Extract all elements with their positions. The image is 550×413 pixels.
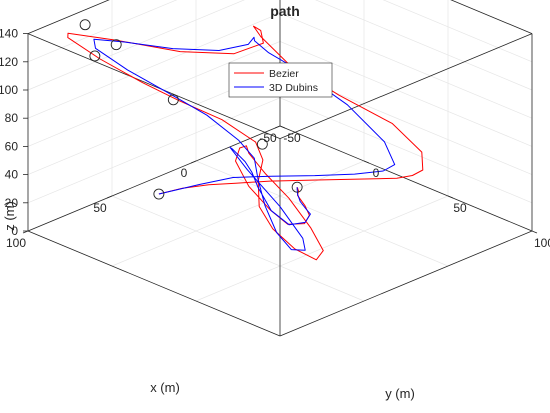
axis-box-edge: [27, 0, 110, 34]
axes-layer: [27, 0, 533, 337]
legend: Bezier 3D Dubins: [228, 62, 333, 98]
waypoint-marker: [167, 94, 179, 106]
series-layer: [67, 25, 424, 261]
waypoint-layer: [79, 19, 303, 200]
grid-line-wall-z: [279, 41, 533, 147]
series-line-3d-dubins: [93, 36, 396, 251]
grid-line-wall-z: [315, 0, 533, 91]
legend-box: [228, 62, 333, 98]
y-tick-label: 100: [534, 236, 550, 250]
grid-line-floor-x: [195, 160, 449, 267]
waypoint-marker: [79, 19, 91, 31]
waypoint-marker: [89, 50, 101, 62]
grid-line-wall-z: [279, 97, 533, 204]
x-tick-mark: [274, 125, 281, 129]
axis-box-edge: [279, 125, 533, 232]
chart-title: path: [270, 3, 300, 19]
waypoint-marker: [110, 39, 122, 51]
grid-line-wall-z: [450, 0, 533, 34]
grid-line-floor-y: [111, 160, 365, 267]
z-tick-label: 60: [5, 139, 19, 153]
axis-box-edge: [279, 33, 533, 139]
y-tick-mark: [447, 195, 454, 199]
z-tick-label: 0: [11, 224, 18, 238]
y-tick-mark: [279, 125, 286, 129]
x-tick-label: 50: [93, 201, 107, 215]
tick-layer: 100 50 0 -50 100 50 0 -50 0 20 40 60 80 100 120 140: [0, 27, 550, 250]
y-tick-mark: [363, 160, 370, 164]
legend-label-bezier: Bezier: [269, 68, 299, 80]
axis-box-edge: [279, 230, 533, 337]
x-tick-mark: [190, 160, 197, 164]
series-line-bezier: [67, 25, 424, 261]
z-tick-label: 140: [0, 27, 18, 41]
x-tick-mark: [106, 195, 113, 199]
axis-box-edge: [27, 125, 281, 232]
axis-box-edge: [27, 230, 281, 337]
x-tick-label: 100: [6, 236, 26, 250]
axis-box-edge: [450, 0, 533, 34]
grid-line-wall-z: [27, 0, 178, 63]
x-axis-label: x (m): [150, 380, 180, 395]
legend-label-3d-dubins: 3D Dubins: [269, 82, 318, 94]
grid-line-wall-z: [27, 0, 110, 34]
grid-line-wall-z: [279, 12, 533, 119]
grid-line-wall-z: [382, 0, 533, 63]
x-tick-label: 0: [181, 166, 188, 180]
y-tick-label: -50: [283, 131, 301, 145]
axis-box-edge: [27, 33, 281, 139]
y-tick-label: 50: [453, 201, 467, 215]
z-tick-label: 120: [0, 55, 18, 69]
grid-line-floor-x: [111, 195, 365, 302]
z-tick-label: 20: [5, 196, 19, 210]
y-axis-label: y (m): [385, 386, 415, 401]
grid-line-wall-z: [27, 97, 281, 204]
grid-line-wall-z: [27, 41, 281, 147]
z-tick-label: 40: [5, 168, 19, 182]
grid-line-wall-z: [27, 0, 245, 91]
y-tick-label: 0: [373, 166, 380, 180]
y-tick-mark: [531, 230, 538, 234]
grid-line-wall-z: [27, 12, 281, 119]
waypoint-marker: [256, 138, 268, 150]
waypoint-marker: [291, 181, 303, 193]
waypoint-marker: [153, 188, 165, 200]
z-tick-label: 80: [5, 111, 19, 125]
z-axis-label: z (m): [2, 201, 17, 231]
x-tick-label: -50: [259, 131, 277, 145]
z-tick-label: 100: [0, 83, 18, 97]
